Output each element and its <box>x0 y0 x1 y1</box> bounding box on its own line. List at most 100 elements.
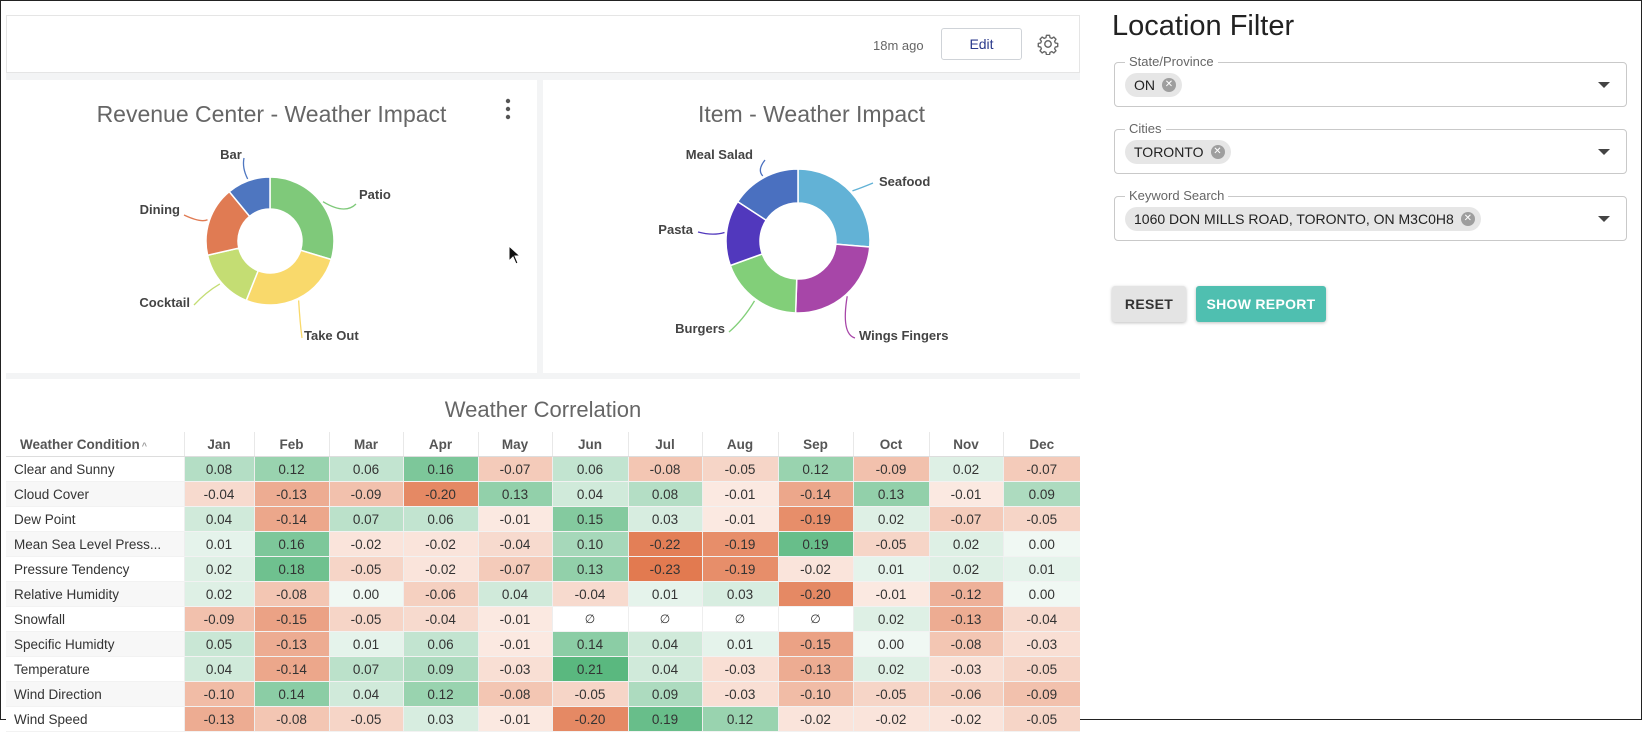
heatmap-cell: 0.04 <box>627 656 702 682</box>
heatmap-cell: -0.05 <box>1002 656 1080 682</box>
revenue-slice-take-out[interactable] <box>245 249 333 306</box>
keyword-chip-label: 1060 DON MILLS ROAD, TORONTO, ON M3C0H8 <box>1134 211 1454 227</box>
heatmap-cell: -0.04 <box>477 531 552 557</box>
heatmap-cell: 0.08 <box>183 456 254 482</box>
heatmap-cell: 0.00 <box>852 631 929 657</box>
table-row: Snowfall -0.09 -0.15 -0.05 -0.04 -0.01 ∅ ∅ ∅ ∅ 0.0… <box>6 606 1080 632</box>
revenue-leader-line <box>193 283 221 306</box>
heatmap-cell: 0.19 <box>627 706 702 732</box>
heatmap-cell: -0.13 <box>253 481 329 507</box>
heatmap-cell: -0.19 <box>777 506 853 532</box>
reset-button[interactable]: RESET <box>1112 286 1186 322</box>
item-slice-burgers[interactable] <box>729 252 798 314</box>
heatmap-cell: 0.09 <box>1002 481 1080 507</box>
heatmap-cell: -0.05 <box>1002 706 1080 732</box>
column-header-mar[interactable]: Mar <box>328 432 403 457</box>
revenue-leader-line <box>322 201 357 210</box>
heatmap-cell: 0.02 <box>852 506 929 532</box>
chevron-down-icon[interactable] <box>1598 216 1610 222</box>
heatmap-cell: 0.01 <box>1002 556 1080 582</box>
revenue-slice-bar[interactable] <box>228 176 271 218</box>
weather-correlation-card: Weather Correlation Weather Condition ^ Ja… <box>6 379 1080 732</box>
kebab-menu-icon[interactable] <box>502 97 514 121</box>
item-leader-line <box>844 296 856 339</box>
heatmap-cell: -0.07 <box>477 456 552 482</box>
heatmap-cell: -0.22 <box>627 531 702 557</box>
column-header-aug[interactable]: Aug <box>701 432 778 457</box>
heatmap-cell: 0.12 <box>701 706 778 732</box>
clear-chip-icon[interactable]: ✕ <box>1210 145 1225 159</box>
revenue-slice-patio[interactable] <box>269 176 335 261</box>
heatmap-cell: 0.02 <box>928 456 1003 482</box>
column-header-jun[interactable]: Jun <box>551 432 628 457</box>
heatmap-cell: -0.14 <box>777 481 853 507</box>
table-row: Temperature 0.04 -0.14 0.07 0.09 -0.03 0.21 0.0… <box>6 656 1080 682</box>
heatmap-cell: -0.05 <box>701 456 778 482</box>
gear-icon[interactable] <box>1037 33 1059 55</box>
heatmap-cell: 0.01 <box>701 631 778 657</box>
revenue-label: Cocktail <box>139 295 190 310</box>
heatmap-cell: 0.04 <box>183 656 254 682</box>
item-leader-line <box>697 231 725 235</box>
show-report-button[interactable]: SHOW REPORT <box>1196 286 1326 322</box>
heatmap-cell: 0.16 <box>402 456 478 482</box>
heatmap-cell: -0.05 <box>1002 506 1080 532</box>
item-slice-seafood[interactable] <box>797 168 871 248</box>
clear-chip-icon[interactable]: ✕ <box>1162 78 1176 92</box>
row-label: Specific Humidty <box>6 631 184 657</box>
column-header-dec[interactable]: Dec <box>1002 432 1080 457</box>
column-header-feb[interactable]: Feb <box>253 432 329 457</box>
sort-icon[interactable]: ^ <box>141 440 148 451</box>
chevron-down-icon[interactable] <box>1598 149 1610 155</box>
item-slice-wings-fingers[interactable] <box>794 243 871 314</box>
heatmap-cell: -0.19 <box>701 531 778 557</box>
heatmap-cell: -0.08 <box>627 456 702 482</box>
city-chip[interactable]: TORONTO ✕ <box>1125 140 1231 164</box>
row-label: Clear and Sunny <box>6 456 184 482</box>
heatmap-cell: -0.13 <box>183 706 254 732</box>
keyword-search-select[interactable]: Keyword Search 1060 DON MILLS ROAD, TORO… <box>1114 188 1627 241</box>
item-leader-line <box>852 182 874 192</box>
heatmap-cell: 0.04 <box>183 506 254 532</box>
column-header-apr[interactable]: Apr <box>402 432 478 457</box>
column-header-may[interactable]: May <box>477 432 552 457</box>
column-header-nov[interactable]: Nov <box>928 432 1003 457</box>
column-header-label: Weather Condition <box>20 436 140 452</box>
heatmap-cell: 0.12 <box>777 456 853 482</box>
edit-button[interactable]: Edit <box>941 28 1022 60</box>
heatmap-cell: 0.07 <box>328 506 403 532</box>
heatmap-cell: -0.13 <box>777 656 853 682</box>
item-chart-title: Item - Weather Impact <box>697 101 926 127</box>
item-label: Pasta <box>658 222 693 237</box>
heatmap-cell: 0.05 <box>183 631 254 657</box>
clear-chip-icon[interactable]: ✕ <box>1460 212 1475 226</box>
column-header-weather-condition[interactable]: Weather Condition ^ <box>6 432 184 457</box>
chevron-down-icon[interactable] <box>1598 82 1610 88</box>
cities-select[interactable]: Cities TORONTO ✕ <box>1114 121 1627 174</box>
state-chip[interactable]: ON ✕ <box>1125 73 1182 97</box>
column-header-jan[interactable]: Jan <box>183 432 254 457</box>
keyword-chip[interactable]: 1060 DON MILLS ROAD, TORONTO, ON M3C0H8 … <box>1125 207 1481 231</box>
cities-label: Cities <box>1125 121 1166 136</box>
row-label: Pressure Tendency <box>6 556 184 582</box>
item-slice-meal-salad[interactable] <box>736 168 799 222</box>
heatmap-cell: -0.13 <box>253 631 329 657</box>
heatmap-cell: 0.03 <box>402 706 478 732</box>
heatmap-cell: -0.01 <box>477 631 552 657</box>
heatmap-cell: 0.10 <box>551 531 628 557</box>
state-province-select[interactable]: State/Province ON ✕ <box>1114 54 1627 107</box>
heatmap-cell: -0.13 <box>928 606 1003 632</box>
heatmap-cell: 0.06 <box>402 631 478 657</box>
table-row: Specific Humidty 0.05 -0.13 0.01 0.06 -0.01 0.… <box>6 631 1080 657</box>
heatmap-cell: 0.13 <box>477 481 552 507</box>
row-label: Relative Humidity <box>6 581 184 607</box>
item-label: Wings Fingers <box>859 328 948 343</box>
heatmap-cell: 0.04 <box>477 581 552 607</box>
column-header-sep[interactable]: Sep <box>777 432 853 457</box>
heatmap-cell: -0.01 <box>701 481 778 507</box>
column-header-jul[interactable]: Jul <box>627 432 702 457</box>
heatmap-cell: ∅ <box>701 606 778 632</box>
table-row: Wind Speed -0.13 -0.08 -0.05 0.03 -0.01 -0.20 0… <box>6 706 1080 732</box>
heatmap-cell: -0.14 <box>253 656 329 682</box>
column-header-oct[interactable]: Oct <box>852 432 929 457</box>
